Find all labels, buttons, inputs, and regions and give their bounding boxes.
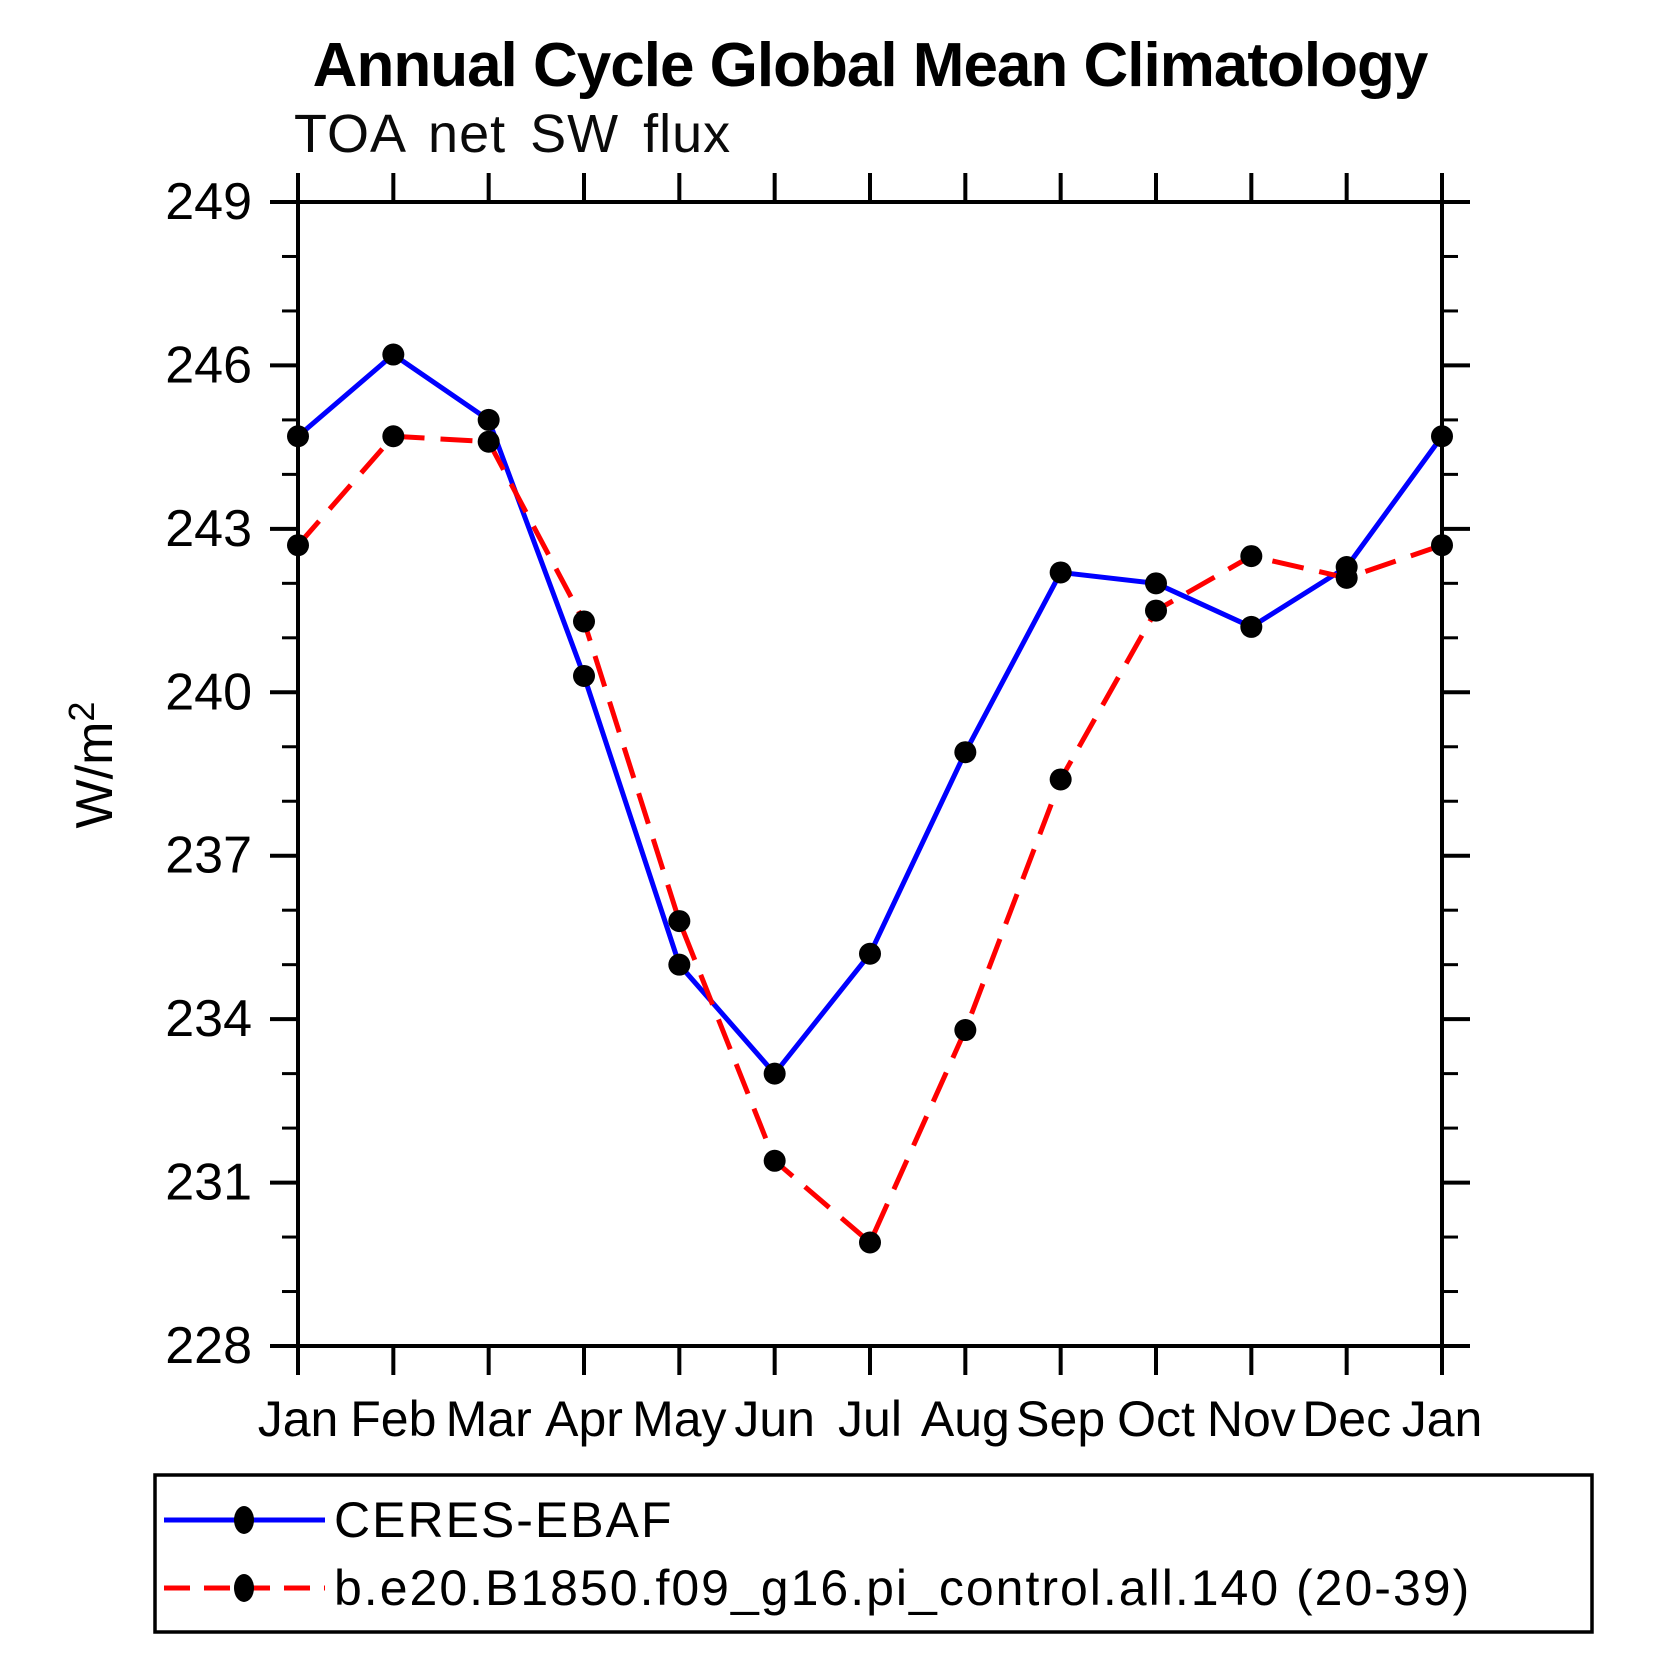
data-point: [573, 610, 595, 633]
legend-label-model: b.e20.B1850.f09_g16.pi_control.all.140 (…: [334, 1560, 1471, 1616]
data-point: [954, 741, 977, 764]
data-point: [859, 942, 881, 965]
data-point: [287, 534, 309, 557]
chart-title: Annual Cycle Global Mean Climatology: [313, 31, 1429, 100]
y-tick-label: 228: [165, 1317, 252, 1375]
data-point: [954, 1019, 977, 1042]
data-point: [1145, 572, 1167, 595]
data-point: [477, 430, 500, 453]
y-tick-label: 231: [165, 1154, 252, 1212]
y-axis-label: W/m2: [61, 702, 124, 829]
data-point: [1240, 545, 1263, 568]
series-layer: [296, 352, 1445, 1245]
x-tick-label: Mar: [446, 1391, 532, 1447]
y-tick-label: 237: [165, 827, 252, 885]
plot-frame: [296, 200, 1444, 1348]
data-point: [668, 953, 691, 976]
x-tick-label: Jan: [1402, 1391, 1483, 1447]
markers-layer: [287, 343, 1453, 1254]
y-tick-label: 246: [165, 336, 252, 394]
legend-marker-ceres: [234, 1506, 254, 1534]
x-tick-label: Jun: [734, 1391, 815, 1447]
x-tick-label: Nov: [1207, 1391, 1296, 1447]
data-point: [477, 408, 500, 431]
x-tick-label: May: [632, 1391, 726, 1447]
data-point: [1431, 425, 1453, 448]
legend-marker-model: [234, 1574, 254, 1602]
x-tick-label: Apr: [545, 1391, 623, 1447]
data-point: [382, 343, 405, 366]
series-line-0: [296, 352, 1445, 1077]
x-tick-label: Jul: [838, 1391, 902, 1447]
x-tick-label: Oct: [1117, 1391, 1195, 1447]
x-tick-label: Aug: [921, 1391, 1010, 1447]
data-point: [763, 1062, 786, 1085]
legend-label-ceres: CERES-EBAF: [334, 1492, 674, 1548]
data-point: [287, 425, 309, 448]
data-point: [1335, 566, 1358, 589]
data-point: [573, 664, 595, 687]
chart-subtitle: TOA net SW flux: [294, 104, 731, 164]
legend: CERES-EBAF b.e20.B1850.f09_g16.pi_contro…: [153, 1473, 1594, 1634]
data-point: [668, 910, 691, 933]
data-point: [1049, 561, 1072, 584]
y-tick-label: 249: [165, 173, 252, 231]
x-tick-label: Feb: [350, 1391, 436, 1447]
series-line-1: [296, 433, 1443, 1245]
data-point: [1431, 534, 1453, 557]
data-point: [1049, 768, 1072, 791]
data-point: [1145, 599, 1167, 622]
x-tick-label: Jan: [258, 1391, 339, 1447]
data-point: [859, 1231, 881, 1254]
data-point: [763, 1149, 786, 1172]
data-point: [382, 425, 405, 448]
y-tick-label: 243: [165, 500, 252, 558]
y-tick-label: 234: [165, 990, 252, 1048]
data-point: [1240, 615, 1263, 638]
x-tick-label: Sep: [1016, 1391, 1105, 1447]
y-tick-label: 240: [165, 663, 252, 721]
legend-box: [153, 1473, 1594, 1634]
x-tick-label: Dec: [1302, 1391, 1391, 1447]
